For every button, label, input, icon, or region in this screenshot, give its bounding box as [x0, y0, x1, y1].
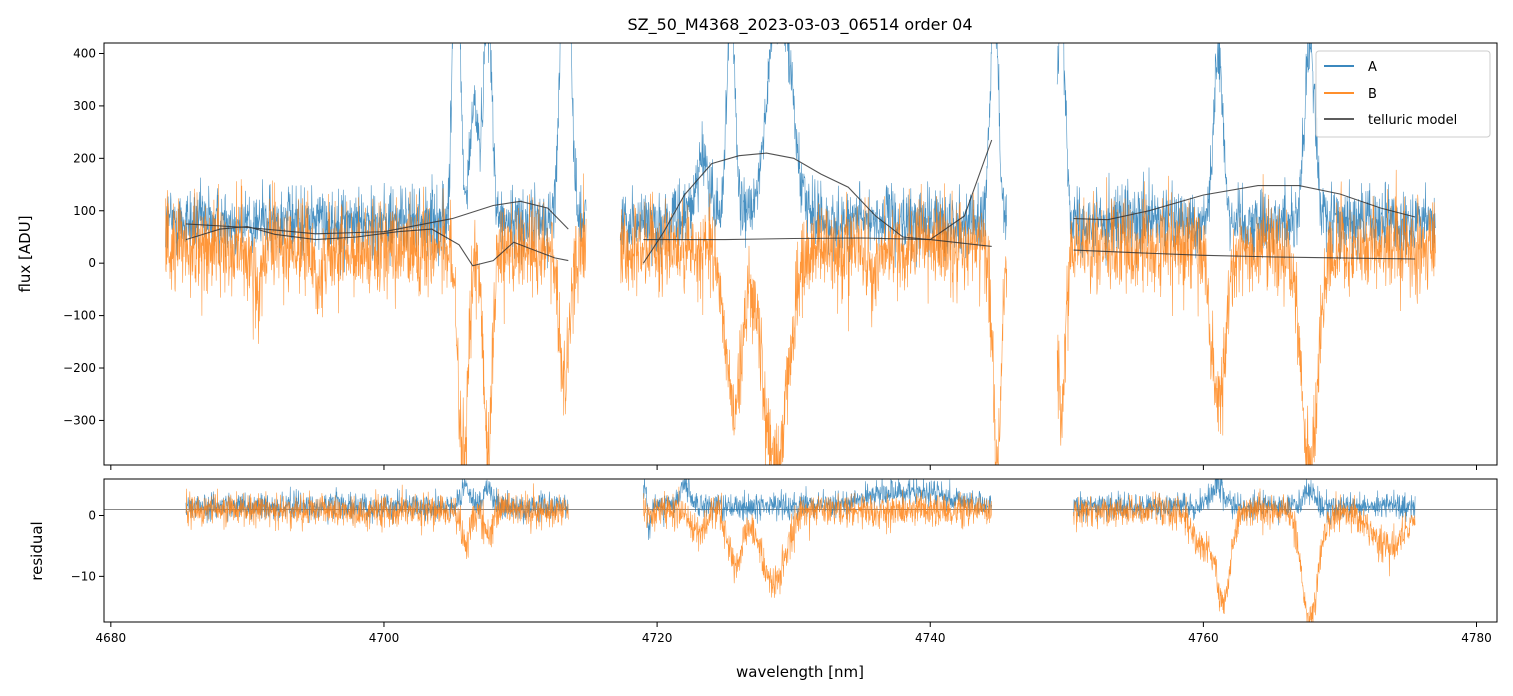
telluric-model-line-4 [643, 237, 992, 247]
y-tick-label: 100 [73, 204, 96, 218]
legend-label-telluric-model: telluric model [1368, 113, 1457, 128]
series-b-segment-3 [1073, 488, 1416, 622]
y-tick-label: 0 [88, 509, 96, 523]
x-tick-label: 4720 [642, 631, 673, 645]
residual-y-axis: −10 0 [71, 509, 104, 583]
y-tick-label: 200 [73, 151, 96, 165]
flux-x-axis [110, 465, 1478, 470]
telluric-model-line-5 [1073, 185, 1416, 221]
series-b-segment-2 [643, 486, 992, 598]
x-axis-label: wavelength [nm] [736, 663, 864, 681]
flux-axes-frame [103, 42, 1498, 466]
chart-title: SZ_50_M4368_2023-03-03_06514 order 04 [627, 15, 972, 35]
series-a-segment-2 [619, 43, 1007, 268]
series-b-segment-1 [165, 173, 587, 465]
x-tick-label: 4700 [369, 631, 400, 645]
flux-y-axis-label: flux [ADU] [16, 215, 34, 292]
legend: A B telluric model [1315, 50, 1491, 138]
y-tick-label: −200 [63, 361, 96, 375]
residual-axes-frame [103, 478, 1498, 623]
y-tick-label: 0 [88, 256, 96, 270]
y-tick-label: 400 [73, 46, 96, 60]
telluric-model-line-6 [1073, 249, 1416, 260]
flux-y-axis: −300 −200 −100 0 100 200 300 400 [63, 46, 104, 427]
x-tick-label: 4680 [96, 631, 127, 645]
x-tick-label: 4780 [1461, 631, 1492, 645]
flux-plot-area [165, 43, 1436, 465]
legend-label-b: B [1368, 87, 1377, 102]
residual-x-axis: 4680 4700 4720 4740 4760 4780 [96, 622, 1492, 645]
series-b-segment-2 [619, 183, 1007, 465]
x-tick-label: 4740 [915, 631, 946, 645]
telluric-model-line-2 [185, 225, 569, 267]
y-tick-label: −10 [71, 569, 96, 583]
legend-label-a: A [1368, 60, 1377, 75]
y-tick-label: −100 [63, 309, 96, 323]
flux-panel: −300 −200 −100 0 100 200 300 400 flux [ADU] A B… [16, 42, 1498, 470]
residual-panel: −10 0 4680 4700 4720 4740 4760 4780 residual w… [28, 478, 1498, 681]
series-b-segment-1 [185, 483, 569, 560]
x-tick-label: 4760 [1188, 631, 1219, 645]
telluric-model-line-1 [185, 200, 569, 235]
y-tick-label: 300 [73, 99, 96, 113]
series-a-segment-3 [1073, 479, 1416, 526]
legend-box [1315, 50, 1491, 138]
residual-y-axis-label: residual [28, 521, 46, 580]
y-tick-label: −300 [63, 413, 96, 427]
residual-plot-area [104, 479, 1497, 622]
series-b-segment-3 [1056, 169, 1436, 465]
